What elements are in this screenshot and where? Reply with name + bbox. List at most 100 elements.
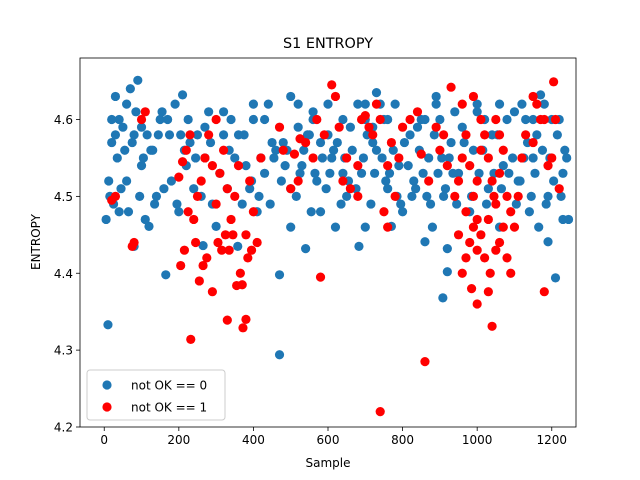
data-point bbox=[483, 287, 493, 297]
data-point bbox=[274, 350, 285, 360]
data-point bbox=[140, 214, 150, 225]
data-point bbox=[472, 176, 482, 186]
data-point bbox=[491, 199, 501, 209]
data-point bbox=[468, 145, 479, 155]
data-point bbox=[241, 230, 251, 240]
x-tick-label: 800 bbox=[391, 433, 414, 447]
data-point bbox=[371, 145, 382, 155]
data-point bbox=[176, 130, 186, 140]
data-point bbox=[539, 287, 549, 297]
data-point bbox=[189, 214, 199, 225]
data-point bbox=[312, 114, 322, 125]
data-point bbox=[149, 199, 160, 209]
data-point bbox=[431, 91, 441, 102]
data-point bbox=[161, 270, 171, 280]
data-point bbox=[468, 191, 479, 201]
data-point bbox=[301, 244, 311, 254]
data-point bbox=[452, 199, 462, 209]
data-point bbox=[205, 137, 216, 148]
y-tick-label: 4.2 bbox=[54, 421, 73, 435]
data-point bbox=[222, 184, 232, 194]
data-point bbox=[507, 153, 518, 163]
y-tick-label: 4.6 bbox=[54, 113, 73, 127]
data-point bbox=[107, 114, 117, 125]
data-point bbox=[390, 191, 400, 201]
data-point bbox=[384, 168, 395, 178]
data-point bbox=[420, 237, 430, 247]
data-point bbox=[114, 114, 124, 125]
data-point bbox=[170, 99, 180, 109]
data-point bbox=[192, 191, 203, 201]
data-point bbox=[319, 130, 329, 140]
data-point bbox=[334, 122, 344, 132]
data-point bbox=[226, 114, 236, 125]
data-point bbox=[354, 241, 364, 251]
data-point bbox=[375, 407, 385, 417]
data-point bbox=[293, 122, 303, 132]
data-point bbox=[224, 245, 234, 255]
data-point bbox=[371, 87, 382, 98]
data-point bbox=[177, 157, 188, 167]
data-point bbox=[563, 214, 574, 225]
data-point bbox=[472, 107, 482, 117]
data-point bbox=[321, 184, 331, 194]
data-point bbox=[383, 184, 393, 194]
data-point bbox=[476, 230, 486, 240]
data-point bbox=[539, 99, 549, 109]
data-point bbox=[405, 114, 415, 125]
data-point bbox=[549, 77, 559, 87]
data-point bbox=[383, 161, 393, 171]
data-point bbox=[562, 153, 572, 163]
data-point bbox=[269, 153, 279, 163]
data-point bbox=[431, 122, 441, 132]
data-point bbox=[211, 221, 221, 231]
data-point bbox=[213, 237, 223, 248]
data-point bbox=[472, 299, 482, 309]
data-point bbox=[325, 168, 335, 178]
data-point bbox=[457, 153, 467, 163]
data-point bbox=[218, 145, 229, 155]
data-point bbox=[453, 230, 464, 240]
y-tick-label: 4.4 bbox=[54, 267, 73, 281]
data-point bbox=[476, 145, 486, 155]
data-point bbox=[480, 253, 490, 263]
data-point bbox=[524, 207, 534, 217]
data-point bbox=[120, 145, 130, 155]
data-point bbox=[163, 114, 173, 125]
data-point bbox=[472, 99, 482, 109]
data-point bbox=[528, 114, 538, 125]
data-point bbox=[177, 90, 188, 100]
data-point bbox=[381, 176, 391, 186]
data-point bbox=[448, 168, 458, 178]
data-point bbox=[248, 114, 259, 125]
data-point bbox=[560, 145, 570, 155]
data-point bbox=[388, 145, 398, 155]
data-point bbox=[200, 153, 210, 163]
data-point bbox=[278, 145, 288, 155]
data-point bbox=[416, 149, 426, 159]
data-point bbox=[116, 184, 126, 194]
data-point bbox=[498, 145, 508, 155]
data-point bbox=[122, 99, 132, 109]
data-point bbox=[379, 207, 389, 217]
data-point bbox=[153, 130, 163, 140]
data-point bbox=[530, 168, 540, 178]
data-point bbox=[494, 237, 505, 248]
data-point bbox=[196, 176, 206, 186]
data-point bbox=[411, 184, 421, 194]
data-point bbox=[543, 191, 553, 201]
data-point bbox=[237, 280, 247, 290]
data-point bbox=[330, 222, 341, 232]
data-point bbox=[358, 153, 369, 163]
data-point bbox=[465, 161, 475, 171]
data-point bbox=[397, 122, 408, 132]
data-point bbox=[461, 207, 471, 217]
data-point bbox=[183, 114, 193, 125]
data-point bbox=[304, 130, 314, 140]
x-axis-label: Sample bbox=[306, 456, 351, 470]
data-point bbox=[211, 199, 221, 209]
data-point bbox=[118, 122, 128, 132]
data-point bbox=[412, 107, 423, 117]
data-point bbox=[494, 130, 505, 140]
